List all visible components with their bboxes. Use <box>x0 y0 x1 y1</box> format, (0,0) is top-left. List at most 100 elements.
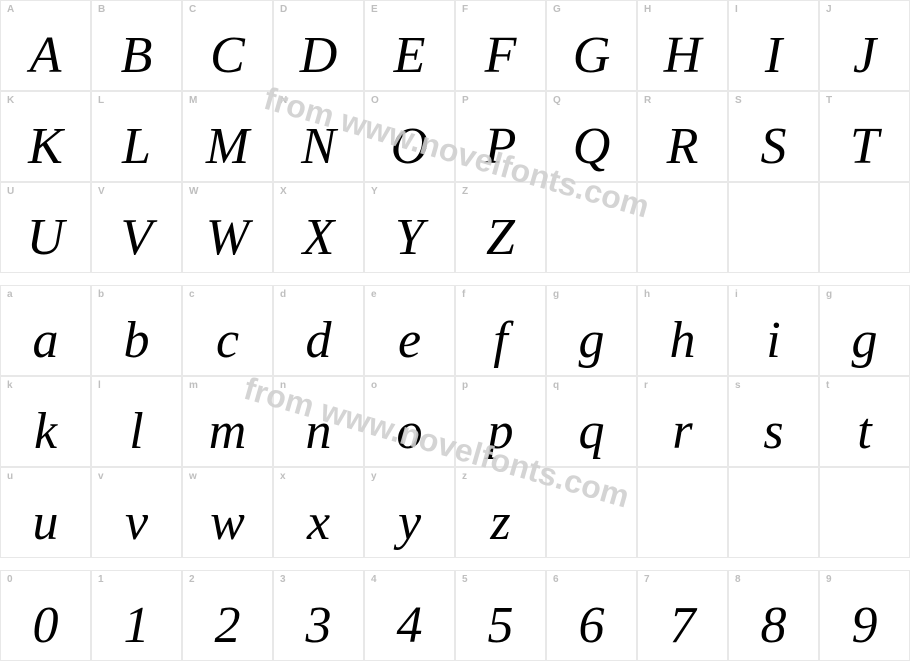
cell-label: Z <box>462 186 468 197</box>
cell-label: o <box>371 380 377 391</box>
glyph-cell <box>546 182 637 273</box>
cell-label: i <box>735 289 738 300</box>
glyph: F <box>456 30 545 82</box>
glyph-cell: 88 <box>728 570 819 661</box>
glyph-cell: 22 <box>182 570 273 661</box>
glyph-cell: yy <box>364 467 455 558</box>
glyph-cell: 00 <box>0 570 91 661</box>
cell-label: W <box>189 186 198 197</box>
row-separator <box>0 273 911 285</box>
glyph-cell: TT <box>819 91 910 182</box>
glyph-cell: ii <box>728 285 819 376</box>
glyph-cell: 44 <box>364 570 455 661</box>
cell-label: T <box>826 95 832 106</box>
glyph-cell: AA <box>0 0 91 91</box>
glyph: t <box>820 406 909 458</box>
glyph-cell: zz <box>455 467 546 558</box>
cell-label: b <box>98 289 104 300</box>
glyph: z <box>456 497 545 549</box>
glyph-cell: UU <box>0 182 91 273</box>
cell-label: x <box>280 471 286 482</box>
glyph-cell: BB <box>91 0 182 91</box>
glyph-cell: cc <box>182 285 273 376</box>
glyph-cell: OO <box>364 91 455 182</box>
glyph-cell: 77 <box>637 570 728 661</box>
cell-label: A <box>7 4 14 15</box>
glyph: d <box>274 315 363 367</box>
glyph: q <box>547 406 636 458</box>
glyph-cell: bb <box>91 285 182 376</box>
cell-label: a <box>7 289 13 300</box>
glyph-cell: NN <box>273 91 364 182</box>
cell-label: D <box>280 4 287 15</box>
glyph-cell: gg <box>546 285 637 376</box>
cell-label: B <box>98 4 105 15</box>
cell-label: 2 <box>189 574 195 585</box>
glyph-row: AA BB CC DD EE FF GG HH II JJ <box>0 0 910 91</box>
glyph-cell <box>819 467 910 558</box>
glyph-cell: KK <box>0 91 91 182</box>
glyph: V <box>92 212 181 264</box>
glyph: G <box>547 30 636 82</box>
glyph-cell: 99 <box>819 570 910 661</box>
cell-label: 3 <box>280 574 286 585</box>
cell-label: S <box>735 95 742 106</box>
glyph-cell: vv <box>91 467 182 558</box>
glyph: n <box>274 406 363 458</box>
glyph: c <box>183 315 272 367</box>
glyph: y <box>365 497 454 549</box>
glyph: Q <box>547 121 636 173</box>
cell-label: G <box>553 4 561 15</box>
glyph-cell <box>637 467 728 558</box>
glyph: b <box>92 315 181 367</box>
cell-label: Y <box>371 186 378 197</box>
glyph-cell: dd <box>273 285 364 376</box>
glyph-cell: HH <box>637 0 728 91</box>
cell-label: v <box>98 471 104 482</box>
glyph-cell: ll <box>91 376 182 467</box>
glyph-cell: nn <box>273 376 364 467</box>
glyph: C <box>183 30 272 82</box>
cell-label: K <box>7 95 14 106</box>
glyph: U <box>1 212 90 264</box>
glyph-cell: pp <box>455 376 546 467</box>
cell-label: h <box>644 289 650 300</box>
cell-label: 8 <box>735 574 741 585</box>
cell-label: E <box>371 4 378 15</box>
font-specimen-grid: AA BB CC DD EE FF GG HH II JJ KK LL MM N… <box>0 0 911 668</box>
glyph-cell: tt <box>819 376 910 467</box>
cell-label: 9 <box>826 574 832 585</box>
cell-label: 4 <box>371 574 377 585</box>
glyph: Y <box>365 212 454 264</box>
glyph: D <box>274 30 363 82</box>
glyph: N <box>274 121 363 173</box>
glyph-cell: EE <box>364 0 455 91</box>
glyph-cell: qq <box>546 376 637 467</box>
glyph-row: kk ll mm nn oo pp qq rr ss tt <box>0 376 910 467</box>
cell-label: d <box>280 289 286 300</box>
glyph: H <box>638 30 727 82</box>
glyph: M <box>183 121 272 173</box>
glyph-cell <box>546 467 637 558</box>
cell-label: L <box>98 95 104 106</box>
glyph: T <box>820 121 909 173</box>
cell-label: s <box>735 380 741 391</box>
glyph-cell: SS <box>728 91 819 182</box>
glyph: O <box>365 121 454 173</box>
cell-label: C <box>189 4 196 15</box>
glyph-cell: JJ <box>819 0 910 91</box>
cell-label: u <box>7 471 13 482</box>
glyph: v <box>92 497 181 549</box>
glyph-cell: ZZ <box>455 182 546 273</box>
glyph: Z <box>456 212 545 264</box>
cell-label: F <box>462 4 468 15</box>
glyph: 3 <box>274 600 363 652</box>
cell-label: P <box>462 95 469 106</box>
cell-label: H <box>644 4 651 15</box>
glyph-cell: ww <box>182 467 273 558</box>
glyph-cell <box>728 467 819 558</box>
cell-label: 6 <box>553 574 559 585</box>
glyph-cell: kk <box>0 376 91 467</box>
glyph-row: UU VV WW XX YY ZZ <box>0 182 910 273</box>
glyph-cell: FF <box>455 0 546 91</box>
